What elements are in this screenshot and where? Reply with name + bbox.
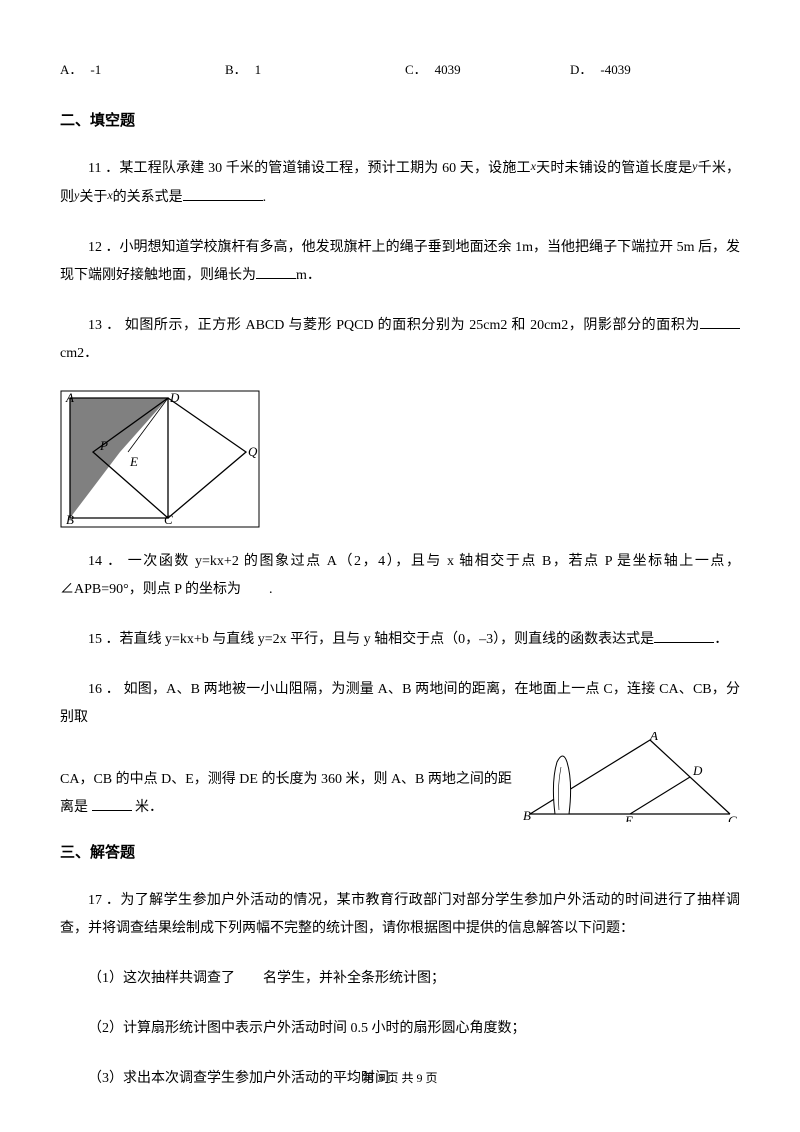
- figure-q13: A D Q P E B C: [60, 390, 260, 528]
- option-b: B． 1: [225, 60, 405, 80]
- question-16-row: CA，CB 的中点 D、E，测得 DE 的长度为 360 米，则 A、B 两地之…: [60, 732, 740, 822]
- fig16-label-A: A: [649, 732, 658, 743]
- q15-text-a: 15 ．若直线 y=kx+b 与直线 y=2x 平行，且与 y 轴相交于点（0，…: [88, 632, 654, 647]
- question-12: 12 ．小明想知道学校旗杆有多高，他发现旗杆上的绳子垂到地面还余 1m，当他把绳…: [60, 234, 740, 290]
- option-d: D． -4039: [570, 60, 631, 80]
- fig13-label-D: D: [169, 390, 180, 405]
- figure-q16: A D B E C: [515, 732, 740, 822]
- question-13: 13 ． 如图所示，正方形 ABCD 与菱形 PQCD 的面积分别为 25cm2…: [60, 312, 740, 368]
- option-a: A． -1: [60, 60, 225, 80]
- fig16-label-C: C: [728, 813, 737, 822]
- option-b-label: B．: [225, 60, 247, 80]
- fig16-label-D: D: [692, 763, 703, 778]
- q13-text-b: cm2．: [60, 346, 98, 361]
- q12-text-b: m．: [296, 268, 321, 283]
- option-d-value: -4039: [600, 60, 630, 80]
- fig16-label-E: E: [624, 813, 633, 822]
- option-a-value: -1: [90, 60, 101, 80]
- question-16-line1: 16 ． 如图，A、B 两地被一小山阻隔，为测量 A、B 两地间的距离，在地面上…: [60, 676, 740, 732]
- q15-blank: [654, 629, 714, 643]
- fig13-label-A: A: [65, 390, 74, 405]
- mc-options: A． -1 B． 1 C． 4039 D． -4039: [60, 60, 740, 80]
- q11-text-6: .: [263, 190, 267, 205]
- fig13-label-Q: Q: [248, 444, 258, 459]
- q16-blank: [92, 797, 132, 811]
- question-17: 17 ．为了解学生参加户外活动的情况，某市教育行政部门对部分学生参加户外活动的时…: [60, 887, 740, 943]
- figure-q13-svg: A D Q P E B C: [60, 390, 260, 528]
- section-2-title: 二、填空题: [60, 110, 740, 133]
- question-15: 15 ．若直线 y=kx+b 与直线 y=2x 平行，且与 y 轴相交于点（0，…: [60, 626, 740, 654]
- fig13-label-C: C: [164, 512, 173, 527]
- option-c: C． 4039: [405, 60, 570, 80]
- fig13-label-P: P: [99, 438, 108, 453]
- q11-text-5: 的关系式是: [113, 190, 183, 205]
- fig13-label-E: E: [129, 454, 138, 469]
- q11-text-1: 11 ．某工程队承建 30 千米的管道铺设工程，预计工期为 60 天，设施工: [88, 161, 531, 176]
- figure-q16-svg: A D B E C: [515, 732, 740, 822]
- question-17-1: （1）这次抽样共调查了 名学生，并补全条形统计图；: [60, 965, 740, 993]
- page-footer: 第 3 页 共 9 页: [0, 1069, 800, 1087]
- option-c-value: 4039: [435, 60, 461, 80]
- option-d-label: D．: [570, 60, 592, 80]
- fig16-label-B: B: [523, 808, 531, 822]
- q15-text-b: ．: [714, 632, 728, 647]
- option-c-label: C．: [405, 60, 427, 80]
- q13-text-a: 13 ． 如图所示，正方形 ABCD 与菱形 PQCD 的面积分别为 25cm2…: [88, 318, 700, 333]
- q13-blank: [700, 315, 740, 329]
- section-3-title: 三、解答题: [60, 842, 740, 865]
- q16-text-c: 米．: [132, 800, 164, 815]
- q11-text-2: 天时未铺设的管道长度是: [536, 161, 692, 176]
- q11-text-4: 关于: [79, 190, 107, 205]
- q12-blank: [256, 265, 296, 279]
- question-17-2: （2）计算扇形统计图中表示户外活动时间 0.5 小时的扇形圆心角度数；: [60, 1015, 740, 1043]
- q11-blank: [183, 187, 263, 201]
- fig13-label-B: B: [66, 512, 74, 527]
- q12-text-a: 12 ．小明想知道学校旗杆有多高，他发现旗杆上的绳子垂到地面还余 1m，当他把绳…: [60, 240, 740, 283]
- option-b-value: 1: [255, 60, 262, 80]
- option-a-label: A．: [60, 60, 82, 80]
- question-11: 11 ．某工程队承建 30 千米的管道铺设工程，预计工期为 60 天，设施工x天…: [60, 154, 740, 212]
- question-14: 14 ． 一次函数 y=kx+2 的图象过点 A（2，4），且与 x 轴相交于点…: [60, 548, 740, 604]
- question-16-line2: CA，CB 的中点 D、E，测得 DE 的长度为 360 米，则 A、B 两地之…: [60, 766, 515, 822]
